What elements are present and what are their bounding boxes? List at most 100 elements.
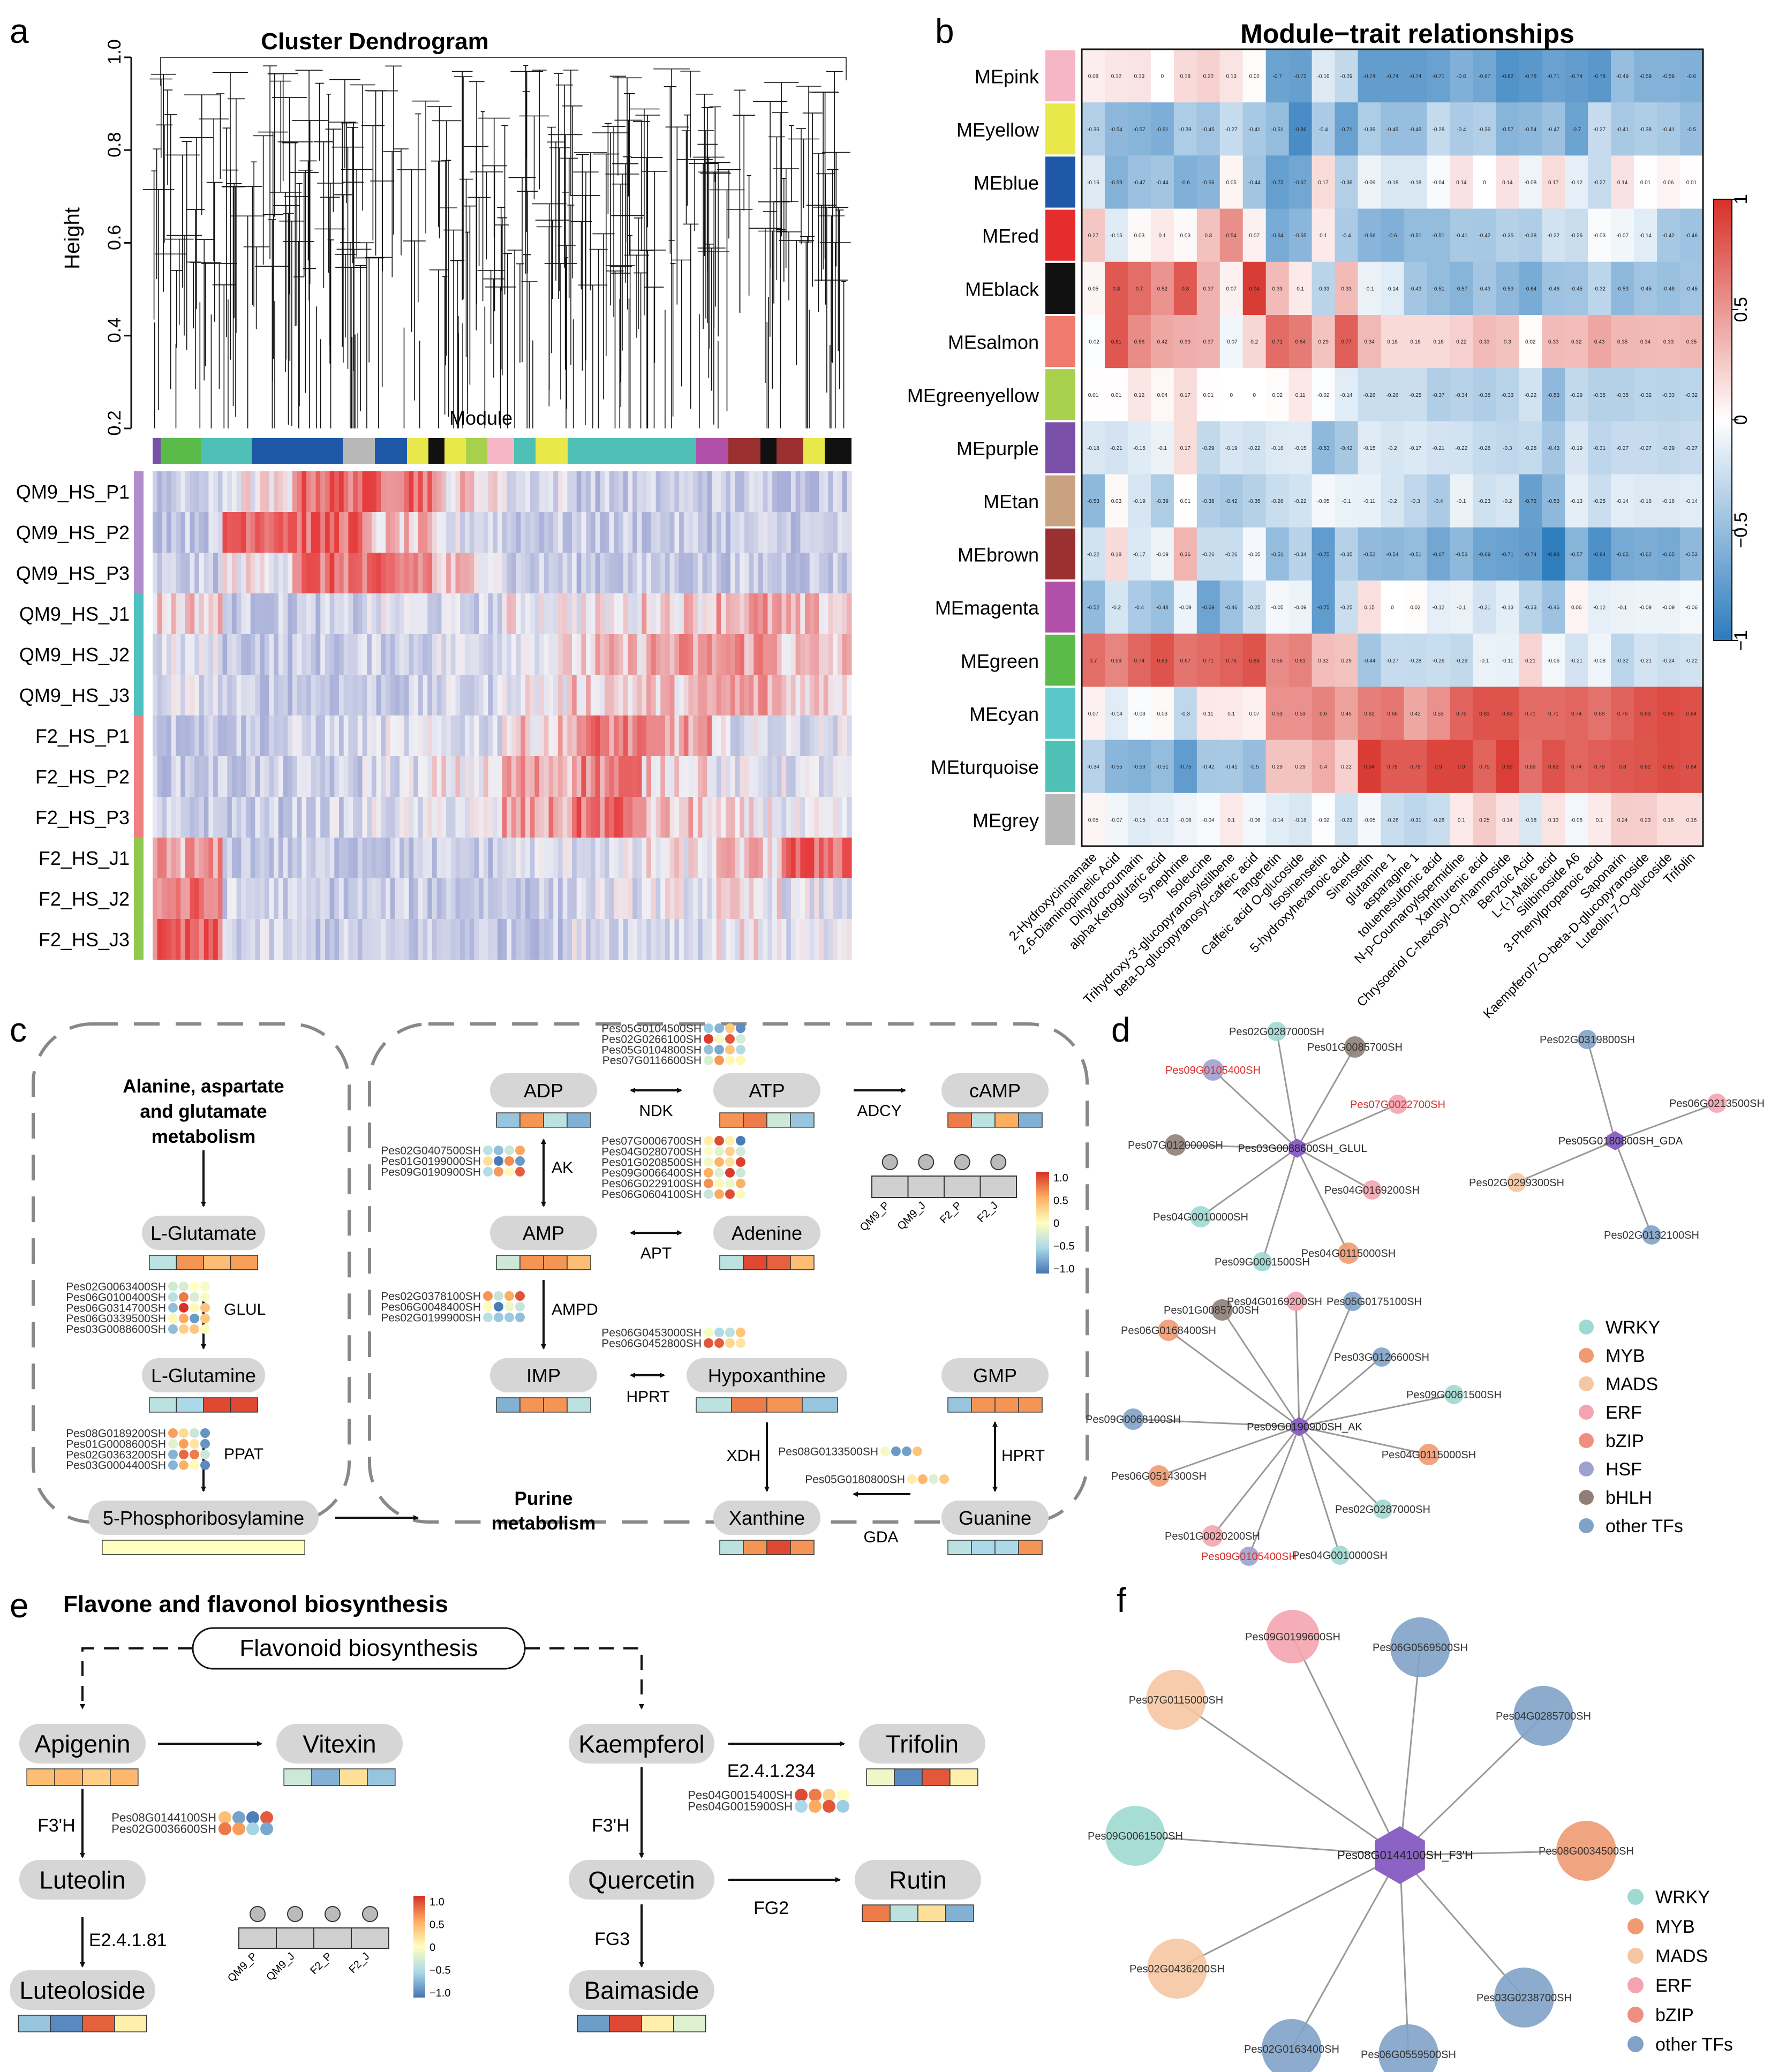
network-legend-dot [1579, 1461, 1594, 1476]
correlation-value: 0.56 [1272, 658, 1283, 664]
sample-label: F2_HS_P1 [35, 725, 130, 747]
heatmap-cell [260, 553, 265, 594]
heatmap-cell [367, 593, 372, 635]
heatmap-cell [418, 756, 424, 797]
heatmap-cell [217, 553, 223, 594]
heatmap-cell [697, 838, 703, 879]
heatmap-cell [805, 553, 810, 594]
heatmap-cell [842, 471, 847, 513]
correlation-cell [1082, 155, 1105, 209]
heatmap-cell [194, 756, 200, 797]
gene-expression-dot [704, 1157, 713, 1167]
heatmap-cell [162, 634, 167, 675]
correlation-cell [1312, 261, 1336, 315]
correlation-cell [1173, 315, 1197, 368]
heatmap-cell [288, 715, 293, 757]
network-node [1190, 1206, 1211, 1227]
heatmap-cell [539, 593, 545, 635]
heatmap-cell [707, 756, 712, 797]
heatmap-cell [800, 512, 805, 553]
sample-label: F2_HS_J3 [39, 929, 130, 951]
heatmap-cell [260, 756, 265, 797]
correlation-value: -0.26 [1386, 393, 1399, 398]
network-edge [1261, 1148, 1298, 1262]
correlation-value: -0.39 [1363, 127, 1376, 133]
correlation-cell [1150, 155, 1174, 209]
heatmap-cell [693, 838, 698, 879]
heatmap-cell [297, 675, 302, 716]
heatmap-cell [693, 756, 698, 797]
correlation-cell [1381, 581, 1404, 634]
network-edge [1399, 1855, 1410, 2055]
heatmap-cell [790, 471, 796, 513]
heatmap-cell [213, 756, 218, 797]
heatmap-cell [493, 878, 498, 920]
heatmap-cell [194, 715, 200, 757]
correlation-value: -0.34 [1455, 393, 1467, 398]
heatmap-cell [828, 593, 833, 635]
enzyme-xdh: XDH [727, 1447, 760, 1465]
heatmap-cell [395, 634, 400, 675]
heatmap-cell [162, 593, 167, 635]
heatmap-cell [530, 675, 535, 716]
correlation-value: 0.74 [1571, 764, 1582, 770]
heatmap-cell [376, 919, 381, 960]
network-edge [1177, 1854, 1400, 1970]
correlation-value: 0.01 [1686, 180, 1697, 186]
correlation-cell [1450, 49, 1473, 103]
heatmap-cell [600, 797, 605, 838]
legend-sample-cell [351, 1927, 389, 1949]
correlation-value: -0.4 [1135, 605, 1144, 611]
heatmap-cell [507, 634, 512, 675]
heatmap-cell [753, 797, 759, 838]
network-node [1373, 1500, 1392, 1519]
heatmap-cell [231, 756, 237, 797]
correlation-cell [1150, 474, 1174, 528]
heatmap-cell [679, 715, 684, 757]
correlation-cell [1427, 687, 1450, 741]
heatmap-cell [381, 838, 386, 879]
rutin-expression-cell [862, 1904, 891, 1922]
heatmap-cell [413, 797, 419, 838]
network-legend-dot [1579, 1320, 1594, 1335]
network-node-label: Pes02G0299300SH [1469, 1177, 1564, 1189]
heatmap-cell [623, 512, 628, 553]
heatmap-cell [712, 797, 717, 838]
panel-d-label: d [1111, 1011, 1131, 1049]
heatmap-cell [320, 634, 326, 675]
correlation-cell [1496, 793, 1519, 847]
heatmap-cell [409, 838, 414, 879]
correlation-cell [1496, 421, 1519, 475]
l-glutamate-node [142, 1216, 265, 1250]
correlation-cell [1381, 740, 1404, 794]
network-legend-dot [1579, 1405, 1594, 1420]
correlation-cell [1104, 634, 1128, 687]
correlation-cell [1496, 634, 1519, 687]
correlation-value: 0.1 [1227, 711, 1235, 717]
module-color-segment [825, 438, 835, 464]
gene-expression-dot [483, 1156, 493, 1166]
f3h-hub-label: Pes08G0144100SH_F3'H [1337, 1849, 1473, 1862]
network-edge [1158, 1426, 1300, 1477]
correlation-value: 0.35 [1686, 340, 1697, 345]
heatmap-cell [376, 593, 381, 635]
heatmap-cell [194, 878, 200, 920]
correlation-value: -0.03 [1593, 233, 1606, 239]
adp-expression-cell [519, 1112, 544, 1128]
heatmap-cell [516, 553, 521, 594]
heatmap-cell [688, 675, 694, 716]
heatmap-cell [362, 878, 367, 920]
correlation-cell [1127, 687, 1151, 741]
correlation-cell [1542, 687, 1565, 741]
heatmap-cell [646, 675, 652, 716]
correlation-value: -0.51 [1156, 764, 1169, 770]
correlation-value: -0.4 [1457, 127, 1466, 133]
heatmap-cell [786, 919, 792, 960]
heatmap-cell [642, 878, 647, 920]
heatmap-cell [264, 471, 270, 513]
correlation-value: -0.7 [1273, 74, 1283, 80]
heatmap-cell [646, 878, 652, 920]
heatmap-cell [376, 553, 381, 594]
heatmap-cell [614, 919, 619, 960]
heatmap-cell [814, 797, 819, 838]
